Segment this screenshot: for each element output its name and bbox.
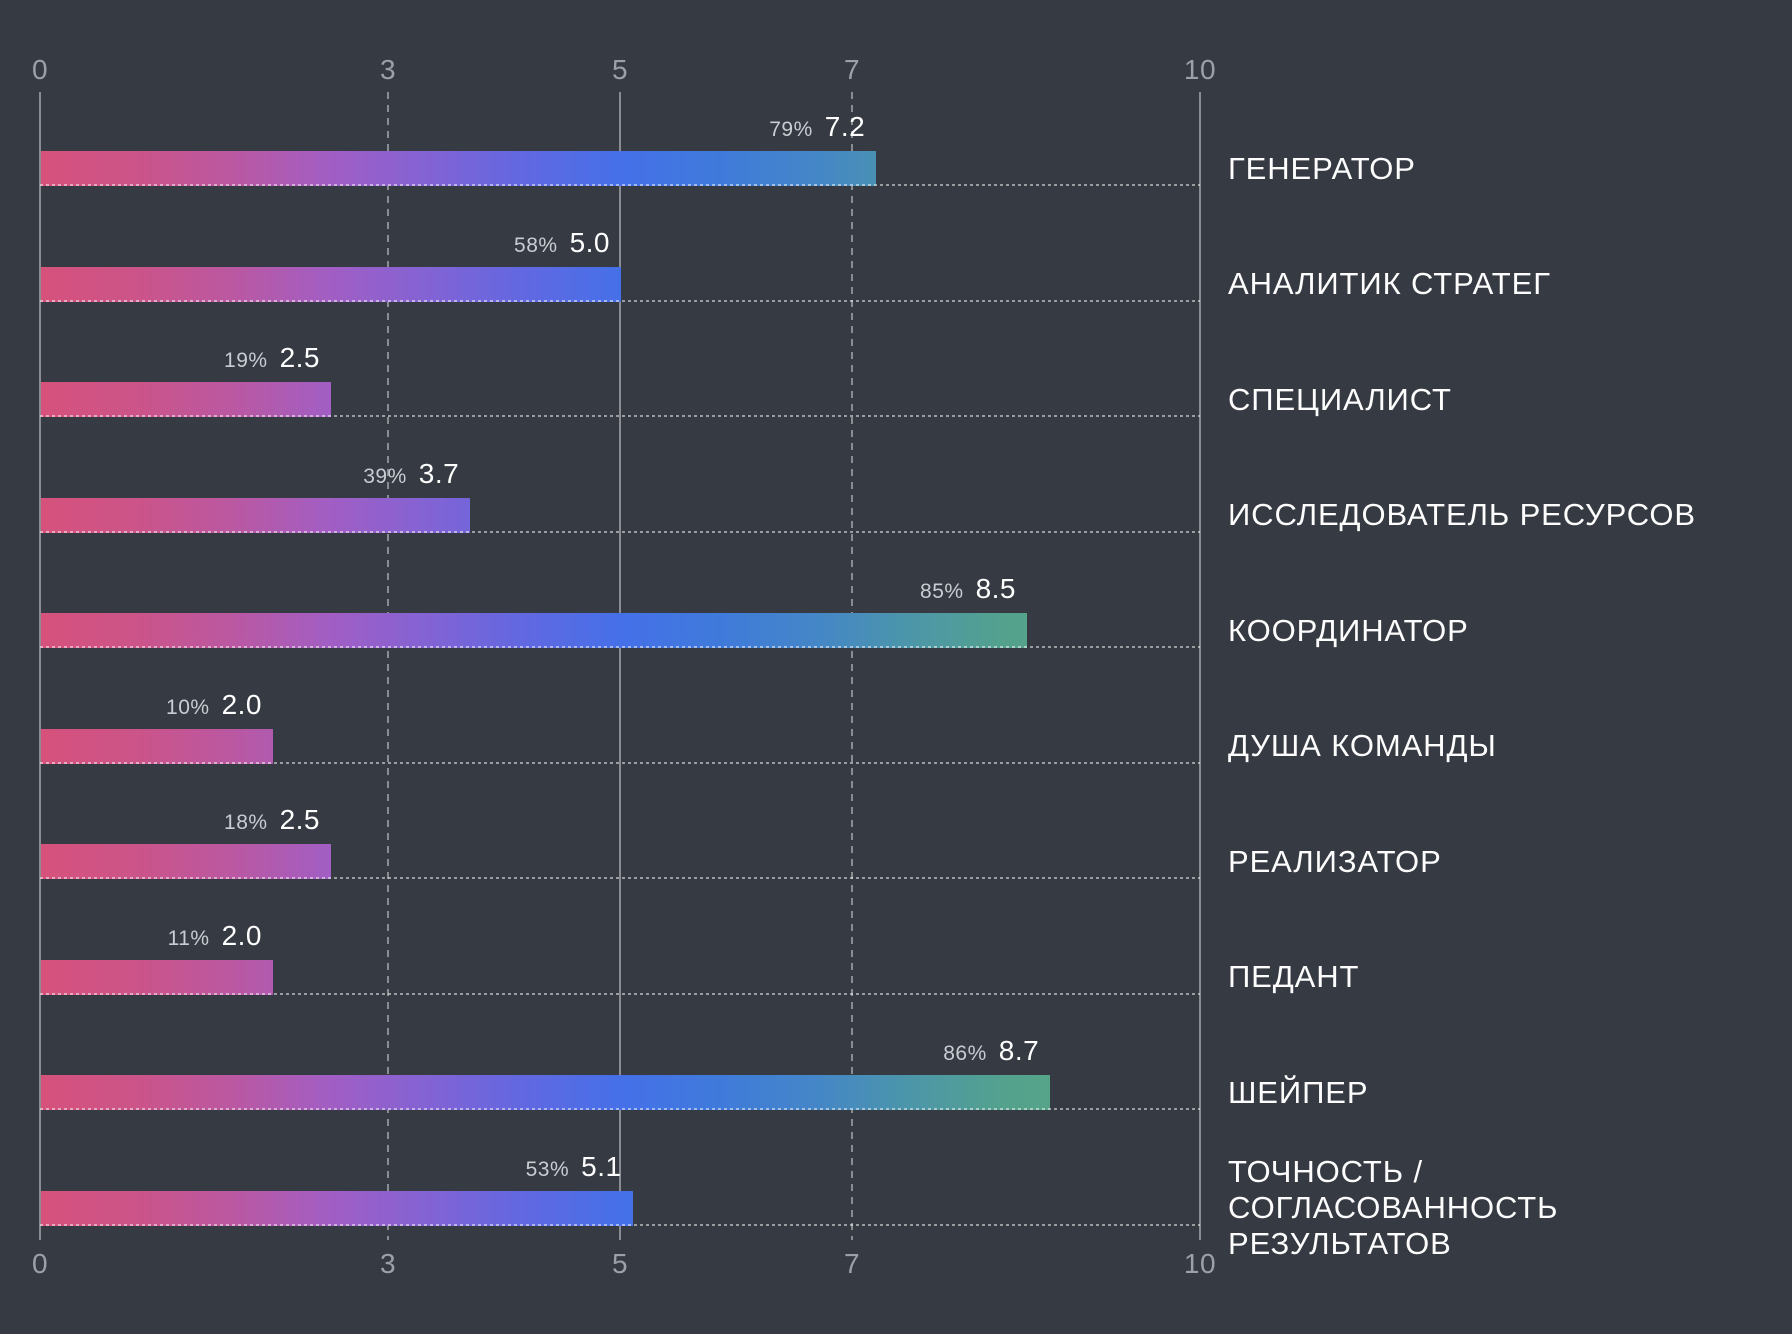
gridline-dashed-7: [851, 92, 853, 1240]
row-guide-dotted-line: [40, 646, 1200, 648]
percent-label: 79%: [769, 118, 813, 141]
bar-value-annotation: 18% 2.5: [40, 804, 320, 836]
category-label: АНАЛИТИК СТРАТЕГ: [1228, 266, 1551, 301]
value-bar: [41, 266, 621, 302]
percent-label: 19%: [224, 349, 268, 372]
category-label: ТОЧНОСТЬ / СОГЛАСОВАННОСТЬ РЕЗУЛЬТАТОВ: [1228, 1154, 1559, 1261]
value-bar: [41, 497, 471, 533]
bar-value-annotation: 85% 8.5: [40, 573, 1016, 605]
value-bar: [41, 959, 273, 995]
row-guide-dotted-line: [40, 530, 1200, 533]
score-label: 3.7: [418, 457, 460, 489]
row-guide-dotted-line: [40, 299, 1200, 302]
value-bar: [41, 1075, 1051, 1110]
gridline-solid-5: [619, 92, 621, 1240]
row-guide-dotted-line: [40, 761, 1200, 764]
x-axis-top-tick-label: 7: [843, 54, 861, 85]
row-guide-dotted-line: [40, 1223, 1200, 1226]
row-guide-dotted-line: [40, 184, 1200, 186]
category-label: ШЕЙПЕР: [1228, 1074, 1369, 1110]
x-axis-bottom-tick-label: 7: [843, 1248, 861, 1279]
bar-value-annotation: 39% 3.7: [40, 458, 459, 490]
percent-label: 18%: [224, 811, 268, 834]
score-label: 2.5: [279, 342, 320, 373]
bar-value-annotation: 58% 5.0: [40, 227, 610, 259]
value-bar: [41, 1190, 633, 1226]
x-axis-top-tick-label: 5: [611, 54, 629, 85]
x-axis-bottom-tick-label: 5: [611, 1248, 629, 1279]
bar-value-annotation: 53% 5.1: [40, 1151, 622, 1183]
bar-value-annotation: 19% 2.5: [40, 342, 320, 374]
percent-label: 58%: [514, 233, 558, 257]
row-guide-dotted-line: [40, 1108, 1200, 1110]
score-label: 2.0: [221, 919, 262, 951]
category-label: РЕАЛИЗАТОР: [1228, 843, 1442, 879]
value-bar: [41, 382, 331, 417]
x-axis-bottom-tick-label: 0: [31, 1248, 49, 1279]
category-label: ПЕДАНТ: [1228, 959, 1360, 994]
percent-label: 39%: [363, 464, 407, 488]
percent-label: 53%: [525, 1157, 570, 1181]
value-bar: [41, 151, 877, 186]
x-axis-top-tick-label: 10: [1183, 54, 1217, 85]
x-axis-bottom-tick-label: 10: [1183, 1248, 1217, 1279]
category-label: ГЕНЕРАТОР: [1228, 150, 1416, 186]
percent-label: 86%: [943, 1042, 987, 1065]
percent-label: 11%: [167, 926, 210, 950]
score-label: 7.2: [824, 111, 866, 142]
category-label: СПЕЦИАЛИСТ: [1228, 381, 1452, 417]
x-axis-top-tick-label: 3: [379, 54, 397, 85]
score-label: 2.0: [221, 688, 262, 720]
score-label: 5.0: [569, 226, 610, 258]
score-label: 8.7: [998, 1035, 1040, 1066]
x-axis-bottom-tick-label: 3: [379, 1248, 397, 1279]
score-label: 2.5: [279, 804, 320, 835]
value-bar: [41, 728, 273, 764]
percent-label: 85%: [920, 580, 964, 603]
row-guide-dotted-line: [40, 992, 1200, 995]
category-label: ДУША КОМАНДЫ: [1228, 728, 1497, 763]
score-label: 8.5: [975, 573, 1016, 604]
row-guide-dotted-line: [40, 877, 1200, 879]
bar-value-annotation: 10% 2.0: [40, 689, 262, 721]
bar-value-annotation: 11% 2.0: [40, 920, 262, 952]
value-bar: [41, 844, 331, 879]
gridline-solid-10: [1199, 92, 1201, 1240]
percent-label: 10%: [166, 695, 210, 719]
row-guide-dotted-line: [40, 415, 1200, 417]
value-bar: [41, 613, 1027, 648]
gridline-solid-0: [39, 92, 41, 1240]
score-label: 5.1: [581, 1150, 622, 1182]
gridline-dashed-3: [387, 92, 389, 1240]
category-label: ИССЛЕДОВАТЕЛЬ РЕСУРСОВ: [1228, 497, 1696, 532]
x-axis-top-tick-label: 0: [31, 54, 49, 85]
category-label: КООРДИНАТОР: [1228, 612, 1469, 648]
bar-value-annotation: 86% 8.7: [40, 1035, 1039, 1067]
bar-value-annotation: 79% 7.2: [40, 111, 865, 143]
